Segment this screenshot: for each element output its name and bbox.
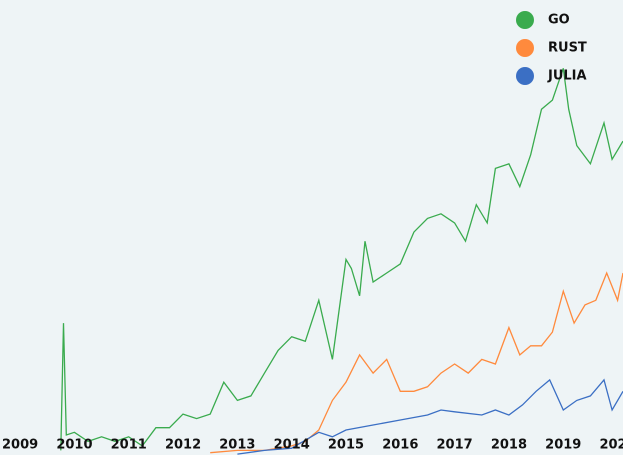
x-tick-label: 2020 <box>599 438 623 453</box>
legend-marker <box>516 67 534 85</box>
x-tick-label: 2014 <box>274 438 310 453</box>
x-tick-label: 2015 <box>328 438 364 453</box>
x-tick-label: 2016 <box>382 438 418 453</box>
legend-label: JULIA <box>547 69 587 84</box>
x-tick-label: 2009 <box>2 438 38 453</box>
legend-label: GO <box>548 13 570 28</box>
x-tick-label: 2011 <box>111 438 147 453</box>
legend-marker <box>516 39 534 57</box>
series-line <box>237 378 623 455</box>
legend-marker <box>516 11 534 29</box>
legend-label: RUST <box>548 41 587 56</box>
x-tick-label: 2018 <box>491 438 527 453</box>
x-tick-label: 2010 <box>56 438 92 453</box>
x-tick-label: 2017 <box>437 438 473 453</box>
series-line <box>60 68 623 451</box>
x-tick-label: 2013 <box>219 438 255 453</box>
series-line <box>210 271 623 454</box>
x-tick-label: 2012 <box>165 438 201 453</box>
x-tick-label: 2019 <box>545 438 581 453</box>
